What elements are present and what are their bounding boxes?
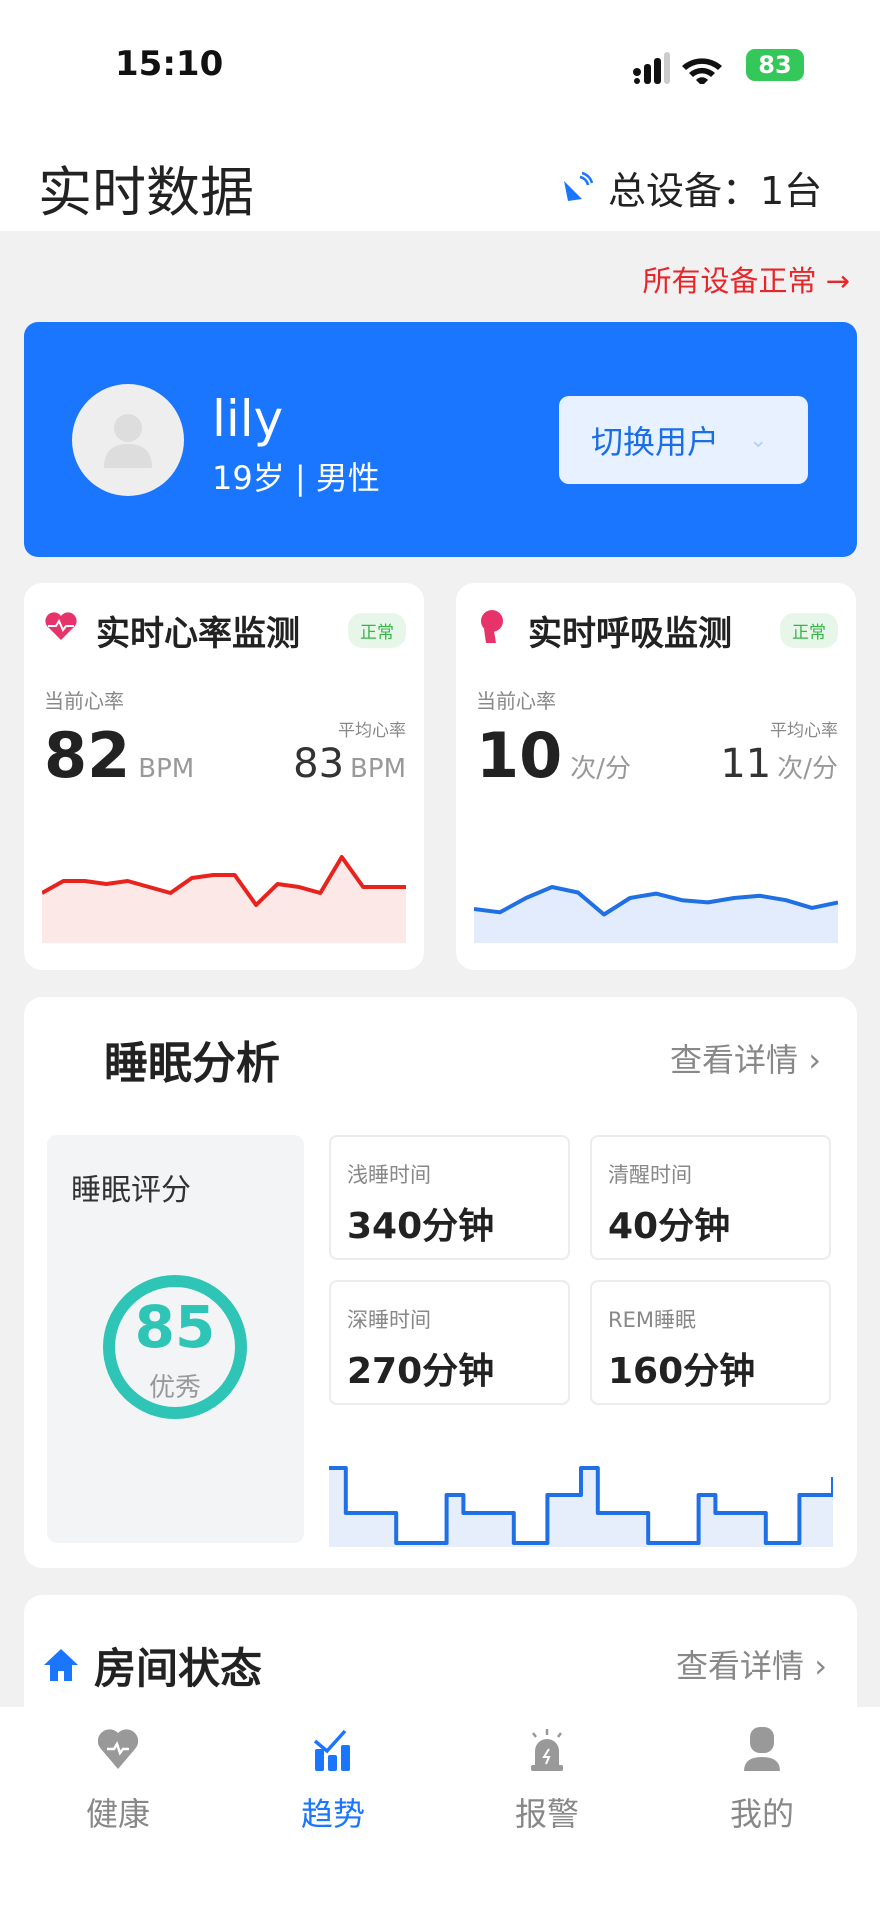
unit: BPM [138,754,195,784]
device-count[interactable]: 总设备：1台 [560,160,822,215]
satellite-icon [564,171,594,201]
breath-chart [474,885,838,943]
stat-label: 深睡时间 [347,1308,431,1332]
switch-user-button[interactable]: 切换用户 ⌄ [559,396,808,484]
heart-rate-chart [42,855,406,943]
breath-card[interactable]: 实时呼吸监测 正常 当前心率 10 次/分 平均心率 11 次/分 [456,583,856,970]
breath-title: 实时呼吸监测 [528,614,732,654]
sleep-card: 睡眠分析 查看详情 › 睡眠评分 85 优秀 浅睡时间 340分钟 清醒时间 40分… [24,997,857,1568]
stat-label: REM睡眠 [608,1308,696,1332]
tab-label: 健康 [85,1795,150,1833]
unit: 次/分 [570,754,632,784]
stat-deep-sleep: 深睡时间 270分钟 [329,1280,570,1405]
switch-user-label: 切换用户 [591,423,720,461]
head-breath-icon [481,610,503,643]
stat-label: 浅睡时间 [347,1163,431,1187]
person-icon [744,1727,780,1771]
top-area [0,0,880,231]
room-title: 房间状态 [94,1644,263,1693]
current-label: 当前心率 [44,689,124,713]
stat-light-sleep: 浅睡时间 340分钟 [329,1135,570,1260]
avg-unit: 次/分 [777,754,838,784]
status-badge: 正常 [348,613,406,648]
moon-icon [60,1035,88,1075]
heart-icon [45,612,77,640]
current-breath-rate: 10 [476,719,563,792]
chevron-down-icon: ⌄ [749,427,768,453]
device-count-label: 总设备：1台 [608,169,823,213]
cellular-wifi-icon [633,52,722,84]
current-heart-rate: 82 [44,719,131,792]
avatar [72,384,184,496]
device-status-link[interactable]: 所有设备正常 → [642,264,850,298]
tab-trends[interactable]: 趋势 [223,1727,443,1835]
sleep-score: 85 [134,1293,216,1361]
status-badge: 正常 [780,613,838,648]
score-label: 睡眠评分 [71,1173,191,1208]
heart-title: 实时心率监测 [96,614,300,654]
alarm-light-icon [531,1729,563,1771]
user-name: lily [212,390,284,448]
sleep-title: 睡眠分析 [104,1038,280,1089]
avg-unit: BPM [350,754,406,784]
stat-label: 清醒时间 [608,1163,692,1187]
avg-heart-rate: 83 [293,741,345,787]
tab-mine[interactable]: 我的 [652,1727,872,1835]
tab-label: 报警 [514,1795,579,1833]
stat-value: 160分钟 [608,1351,756,1392]
stat-awake: 清醒时间 40分钟 [590,1135,831,1260]
stat-value: 40分钟 [608,1206,731,1247]
person-icon [104,414,152,468]
trend-chart-icon [313,1729,350,1771]
avg-label: 平均心率 [770,721,838,741]
stat-value: 270分钟 [347,1351,495,1392]
tab-label: 趋势 [300,1795,365,1833]
sleep-score-panel: 睡眠评分 85 优秀 [47,1135,304,1543]
room-details-link[interactable]: 查看详情 › [676,1647,827,1685]
heart-rate-card[interactable]: 实时心率监测 正常 当前心率 82 BPM 平均心率 83 BPM [24,583,424,970]
chart-area [42,857,406,943]
sleep-grade: 优秀 [148,1373,201,1403]
tab-health[interactable]: 健康 [8,1727,228,1835]
stat-rem: REM睡眠 160分钟 [590,1280,831,1405]
sleep-details-link[interactable]: 查看详情 › [670,1041,821,1079]
chart-line [42,855,406,907]
heart-pulse-icon [97,1729,139,1769]
page-title: 实时数据 [38,161,254,224]
chart-line [474,885,838,917]
current-label: 当前心率 [476,689,556,713]
tab-label: 我的 [729,1795,794,1833]
chart-line [329,1466,833,1545]
tab-bar: 健康 趋势 报警 我的 [0,1707,880,1907]
status-time: 15:10 [115,44,224,84]
stat-value: 340分钟 [347,1206,495,1247]
avg-label: 平均心率 [338,721,406,741]
tab-alarm[interactable]: 报警 [437,1727,657,1835]
sleep-stage-chart [329,1466,833,1547]
chart-area [329,1468,833,1547]
avg-breath-rate: 11 [720,741,772,787]
home-icon [44,1649,78,1681]
battery-indicator: 83 [746,49,804,81]
user-info: 19岁 | 男性 [212,459,380,497]
chart-area [474,887,838,943]
